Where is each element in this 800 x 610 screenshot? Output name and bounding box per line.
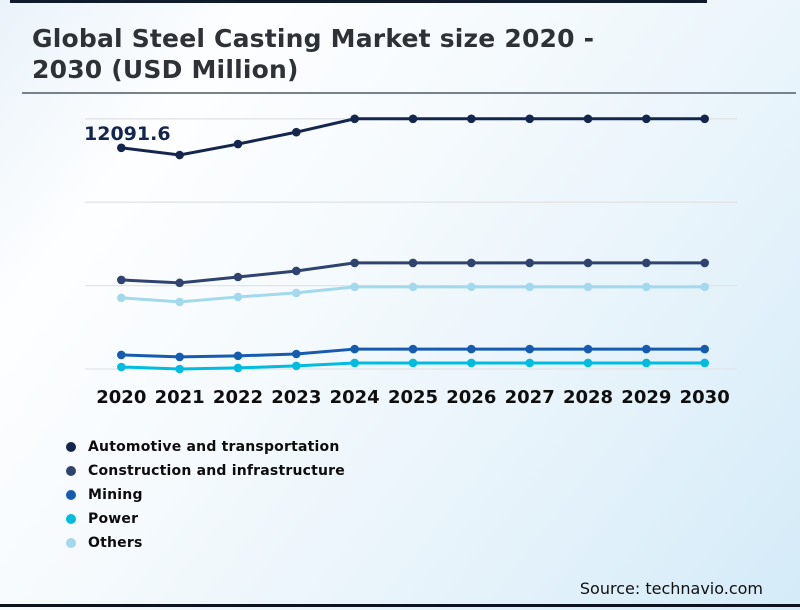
data-point xyxy=(292,288,301,298)
data-point xyxy=(467,114,476,124)
data-point xyxy=(583,282,593,292)
data-point xyxy=(525,344,534,354)
data-point xyxy=(175,352,184,362)
data-point xyxy=(700,258,709,268)
data-point xyxy=(700,114,709,124)
data-point xyxy=(175,278,184,288)
data-point xyxy=(700,282,709,292)
data-point xyxy=(700,358,709,368)
legend: Automotive and transportation Constructi… xyxy=(66,435,345,555)
data-point xyxy=(525,358,534,368)
legend-item-construction: Construction and infrastructure xyxy=(66,459,345,483)
data-point xyxy=(583,344,593,354)
data-point xyxy=(350,114,359,124)
data-point xyxy=(408,258,418,268)
data-point xyxy=(350,358,359,368)
series-line xyxy=(121,117,705,157)
data-point xyxy=(117,350,126,360)
data-point xyxy=(175,150,184,160)
data-point xyxy=(583,114,593,124)
data-point xyxy=(117,293,126,303)
data-point xyxy=(467,358,476,368)
data-point xyxy=(117,275,126,285)
page-title: Global Steel Casting Market size 2020 - … xyxy=(32,24,595,84)
legend-dot-icon xyxy=(66,538,76,548)
source-credit: Source: technavio.com xyxy=(579,579,763,598)
legend-label: Power xyxy=(88,511,139,527)
legend-item-automotive: Automotive and transportation xyxy=(66,435,345,459)
data-point xyxy=(233,363,243,373)
data-point xyxy=(583,358,593,368)
data-point-label: 12091.6 xyxy=(84,123,171,145)
data-point xyxy=(642,358,651,368)
data-point xyxy=(408,358,418,368)
legend-item-mining: Mining xyxy=(66,483,345,507)
data-point xyxy=(350,258,359,268)
data-point xyxy=(350,344,359,354)
legend-label: Mining xyxy=(88,487,143,503)
legend-dot-icon xyxy=(66,490,76,500)
data-point xyxy=(467,282,476,292)
data-point xyxy=(175,297,184,307)
legend-dot-icon xyxy=(66,466,76,476)
data-point xyxy=(292,361,301,371)
data-point xyxy=(292,266,301,276)
data-point xyxy=(233,351,243,361)
title-underline xyxy=(22,92,796,94)
data-point xyxy=(175,364,184,374)
legend-item-others: Others xyxy=(66,531,345,555)
legend-label: Others xyxy=(88,535,143,551)
data-point xyxy=(467,258,476,268)
data-point xyxy=(408,344,418,354)
data-point xyxy=(642,114,651,124)
data-point xyxy=(117,143,126,153)
legend-label: Construction and infrastructure xyxy=(88,463,345,479)
data-point xyxy=(467,344,476,354)
data-point xyxy=(292,127,301,137)
legend-dot-icon xyxy=(66,514,76,524)
data-point xyxy=(292,349,301,359)
data-point xyxy=(233,139,243,149)
data-point xyxy=(233,272,243,282)
data-point xyxy=(525,282,534,292)
data-point xyxy=(233,292,243,302)
data-point xyxy=(642,282,651,292)
legend-item-power: Power xyxy=(66,507,345,531)
data-point xyxy=(642,344,651,354)
data-point xyxy=(350,282,359,292)
data-point xyxy=(525,114,534,124)
top-rule xyxy=(10,0,707,3)
legend-label: Automotive and transportation xyxy=(88,439,340,455)
data-point xyxy=(408,282,418,292)
data-point xyxy=(700,344,709,354)
bottom-rule xyxy=(0,604,800,607)
data-point xyxy=(642,258,651,268)
data-point xyxy=(117,362,126,372)
data-point xyxy=(408,114,418,124)
data-point xyxy=(583,258,593,268)
legend-dot-icon xyxy=(66,442,76,452)
data-point xyxy=(525,258,534,268)
